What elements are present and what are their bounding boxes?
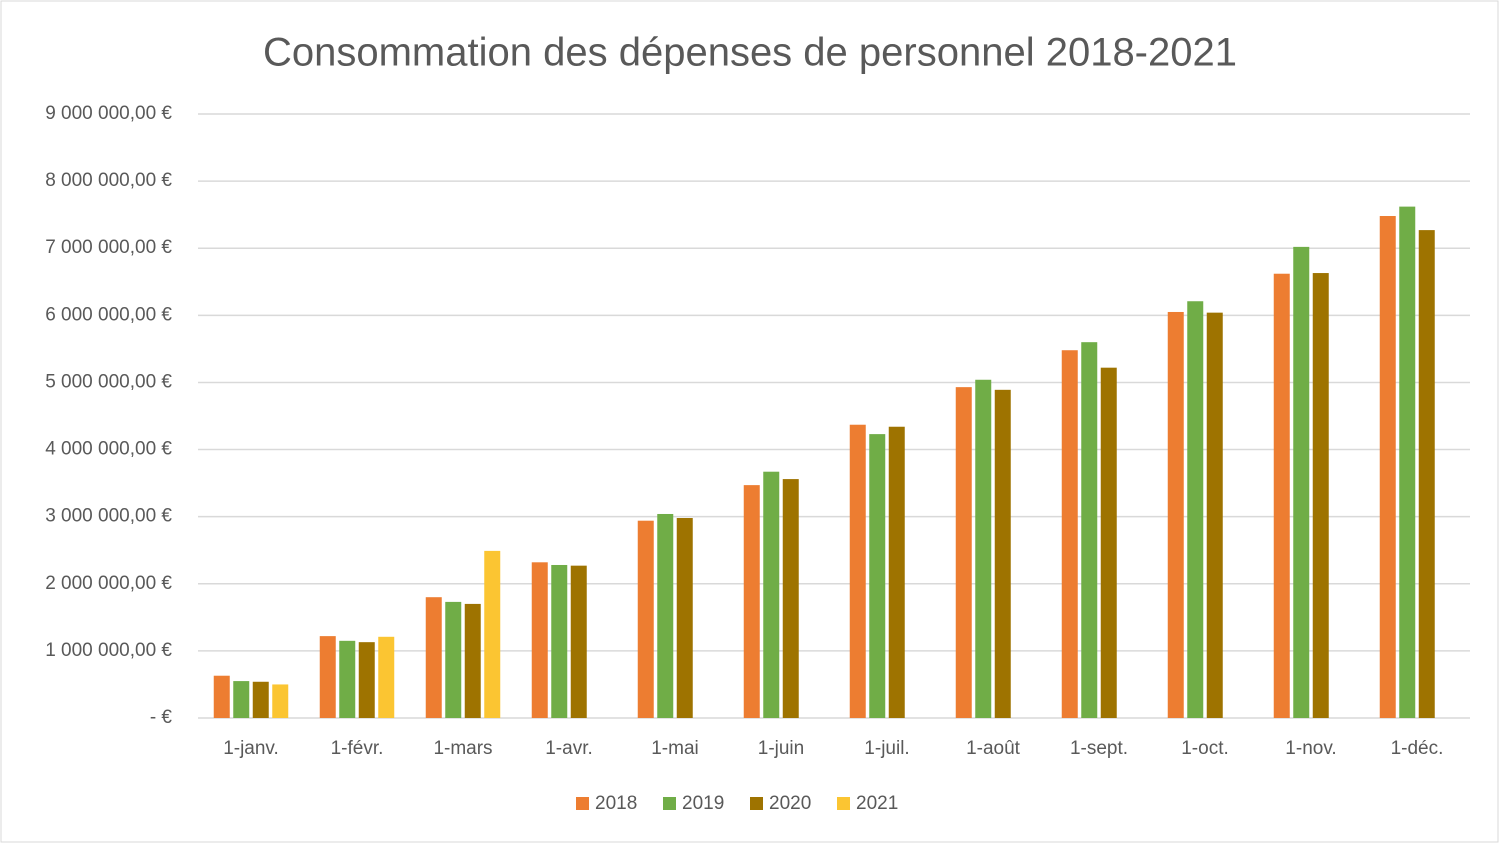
bar <box>955 387 972 718</box>
bar <box>378 636 395 718</box>
legend-swatch <box>663 797 676 810</box>
x-tick-label: 1-juil. <box>864 738 909 759</box>
bar <box>637 520 654 718</box>
bar <box>233 681 250 718</box>
bar <box>782 479 799 718</box>
legend-label: 2018 <box>595 793 637 814</box>
bar <box>1206 312 1223 718</box>
bar <box>743 485 760 718</box>
bar <box>1061 350 1078 718</box>
x-tick-label: 1-mai <box>651 738 699 759</box>
legend-label: 2019 <box>682 793 724 814</box>
legend-swatch <box>837 797 850 810</box>
y-tick-label: 2 000 000,00 € <box>45 573 172 594</box>
bar <box>994 389 1011 718</box>
bar <box>975 379 992 718</box>
chart-title: Consommation des dépenses de personnel 2… <box>263 31 1237 75</box>
bar <box>888 426 905 718</box>
x-tick-label: 1-oct. <box>1181 738 1229 759</box>
y-tick-label: 4 000 000,00 € <box>45 439 172 460</box>
bar <box>464 603 481 718</box>
bar <box>1100 367 1117 718</box>
y-tick-label: 1 000 000,00 € <box>45 640 172 661</box>
x-tick-label: 1-août <box>966 738 1021 759</box>
legend-swatch <box>750 797 763 810</box>
x-tick-label: 1-févr. <box>331 738 384 759</box>
bar <box>1081 342 1098 718</box>
bar <box>869 434 886 718</box>
y-tick-label: - € <box>150 707 173 728</box>
bar <box>252 681 269 718</box>
x-tick-label: 1-nov. <box>1285 738 1336 759</box>
y-tick-label: 8 000 000,00 € <box>45 170 172 191</box>
bar <box>1379 216 1396 718</box>
x-tick-label: 1-janv. <box>223 738 279 759</box>
bar <box>657 513 674 718</box>
bar <box>1187 301 1204 718</box>
bar <box>272 684 289 718</box>
x-tick-label: 1-avr. <box>545 738 593 759</box>
y-tick-label: 9 000 000,00 € <box>45 103 172 124</box>
bar <box>445 601 462 718</box>
y-tick-label: 5 000 000,00 € <box>45 371 172 392</box>
x-tick-label: 1-déc. <box>1391 738 1444 759</box>
bar <box>339 640 356 718</box>
bar <box>484 550 501 718</box>
bar <box>763 471 780 718</box>
x-tick-label: 1-sept. <box>1070 738 1128 759</box>
y-tick-label: 3 000 000,00 € <box>45 506 172 527</box>
legend-label: 2021 <box>856 793 898 814</box>
legend-swatch <box>576 797 589 810</box>
bar <box>1273 273 1290 718</box>
bar <box>1399 206 1416 718</box>
bar <box>531 562 548 718</box>
y-tick-label: 7 000 000,00 € <box>45 237 172 258</box>
bar <box>213 675 230 718</box>
legend-label: 2020 <box>769 793 811 814</box>
bar <box>551 564 568 718</box>
bar <box>1312 273 1329 718</box>
bar <box>570 565 587 718</box>
x-tick-label: 1-juin <box>758 738 804 759</box>
y-tick-label: 6 000 000,00 € <box>45 304 172 325</box>
x-tick-label: 1-mars <box>433 738 492 759</box>
bar <box>358 642 375 718</box>
bar <box>425 597 442 718</box>
bar <box>676 518 693 718</box>
bar <box>1293 246 1310 718</box>
bar <box>319 636 336 718</box>
bar <box>1167 311 1184 718</box>
bar <box>1418 230 1435 718</box>
bar <box>849 424 866 718</box>
